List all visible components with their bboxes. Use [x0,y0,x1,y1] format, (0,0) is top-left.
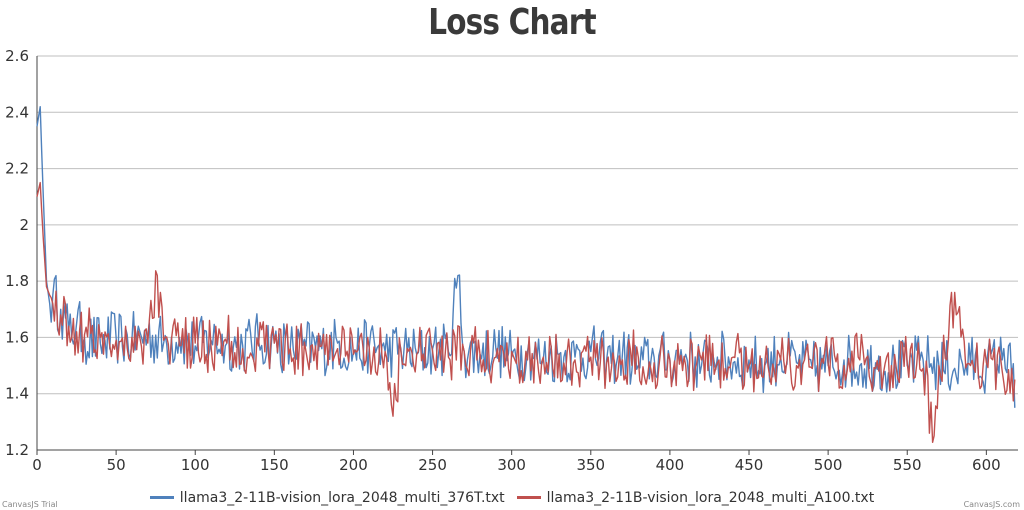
x-tick-label-6: 300 [497,456,526,474]
legend-label-1: llama3_2-11B-vision_lora_2048_multi_A100… [546,489,875,506]
legend-swatch-1 [516,496,541,499]
series-line-0 [36,105,1016,408]
y-tick-label-0: 1.2 [5,441,29,459]
y-tick-label-5: 2.2 [5,160,29,178]
legend-item-0[interactable]: llama3_2-11B-vision_lora_2048_multi_376T… [149,489,505,506]
x-tick-label-8: 400 [656,456,685,474]
x-tick-label-1: 50 [107,456,126,474]
legend-item-1[interactable]: llama3_2-11B-vision_lora_2048_multi_A100… [516,489,875,506]
legend-swatch-0 [149,496,174,499]
x-tick-label-2: 100 [181,456,210,474]
y-tick-label-7: 2.6 [5,47,29,65]
y-tick-label-1: 1.4 [5,385,29,403]
x-tick-label-3: 150 [260,456,289,474]
x-tick-label-11: 550 [893,456,922,474]
x-tick-label-10: 500 [814,456,843,474]
legend: llama3_2-11B-vision_lora_2048_multi_376T… [0,487,1024,506]
legend-label-0: llama3_2-11B-vision_lora_2048_multi_376T… [179,489,505,506]
y-tick-label-4: 2 [19,216,29,234]
x-tick-label-12: 600 [972,456,1001,474]
credit-right: CanvasJS.com [963,500,1020,509]
series-line-1 [36,181,1016,443]
chart-title: Loss Chart [428,2,596,43]
x-tick-label-9: 450 [735,456,764,474]
x-tick-label-4: 200 [339,456,368,474]
x-tick-label-0: 0 [32,456,42,474]
credit-left: CanvasJS Trial [2,500,58,509]
y-tick-label-3: 1.8 [5,272,29,290]
x-tick-label-7: 350 [576,456,605,474]
y-tick-label-6: 2.4 [5,103,29,121]
y-tick-label-2: 1.6 [5,328,29,346]
x-tick-label-5: 250 [418,456,447,474]
